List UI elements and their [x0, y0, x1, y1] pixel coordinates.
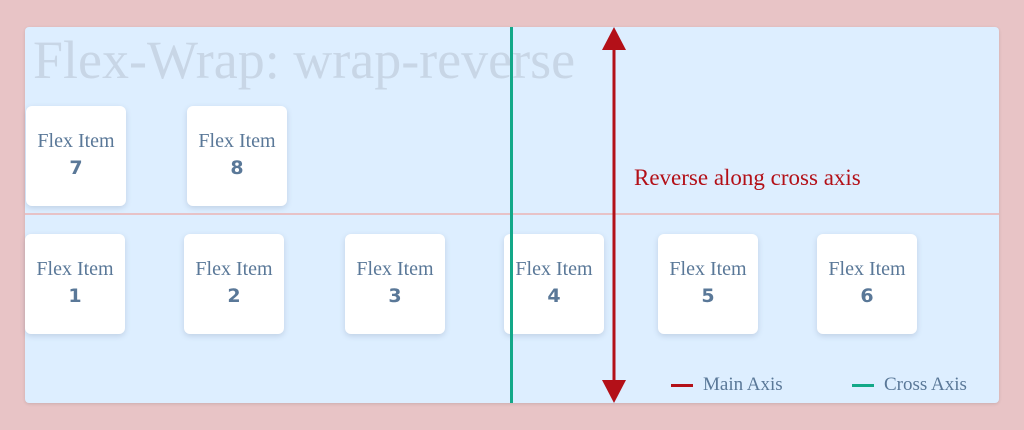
flex-item-number: 6	[860, 285, 874, 307]
flex-item-label: Flex Item	[669, 258, 747, 280]
flex-item-1: Flex Item 1	[25, 234, 125, 334]
flex-item-label: Flex Item	[36, 258, 114, 280]
legend-main-axis-label: Main Axis	[703, 374, 783, 395]
flex-item-label: Flex Item	[198, 130, 276, 152]
flex-item-number: 1	[68, 285, 82, 307]
flex-item-label: Flex Item	[195, 258, 273, 280]
flex-item-3: Flex Item 3	[345, 234, 445, 334]
arrow-head-bottom	[602, 380, 626, 403]
main-axis-swatch	[671, 383, 693, 387]
flex-item-6: Flex Item 6	[817, 234, 917, 334]
flex-item-number: 5	[701, 285, 715, 307]
flex-item-label: Flex Item	[515, 258, 593, 280]
flex-item-number: 3	[388, 285, 402, 307]
flex-item-label: Flex Item	[828, 258, 906, 280]
flex-item-number: 4	[547, 285, 561, 307]
flex-item-2: Flex Item 2	[184, 234, 284, 334]
flex-item-5: Flex Item 5	[658, 234, 758, 334]
flex-item-4: Flex Item 4	[504, 234, 604, 334]
flex-item-number: 7	[69, 157, 83, 179]
flex-item-number: 2	[227, 285, 241, 307]
flex-item-8: Flex Item 8	[187, 106, 287, 206]
legend-main-axis: Main Axis	[671, 373, 783, 397]
cross-axis-line	[510, 27, 513, 403]
flex-item-7: Flex Item 7	[26, 106, 126, 206]
reverse-annotation: Reverse along cross axis	[634, 165, 861, 190]
diagram-title: Flex-Wrap: wrap-reverse	[33, 30, 576, 90]
arrow-head-top	[602, 27, 626, 50]
flex-item-label: Flex Item	[356, 258, 434, 280]
legend-cross-axis-label: Cross Axis	[884, 374, 967, 395]
flex-item-label: Flex Item	[37, 130, 115, 152]
legend-cross-axis: Cross Axis	[852, 373, 967, 397]
cross-axis-swatch	[852, 383, 874, 387]
flex-item-number: 8	[230, 157, 244, 179]
